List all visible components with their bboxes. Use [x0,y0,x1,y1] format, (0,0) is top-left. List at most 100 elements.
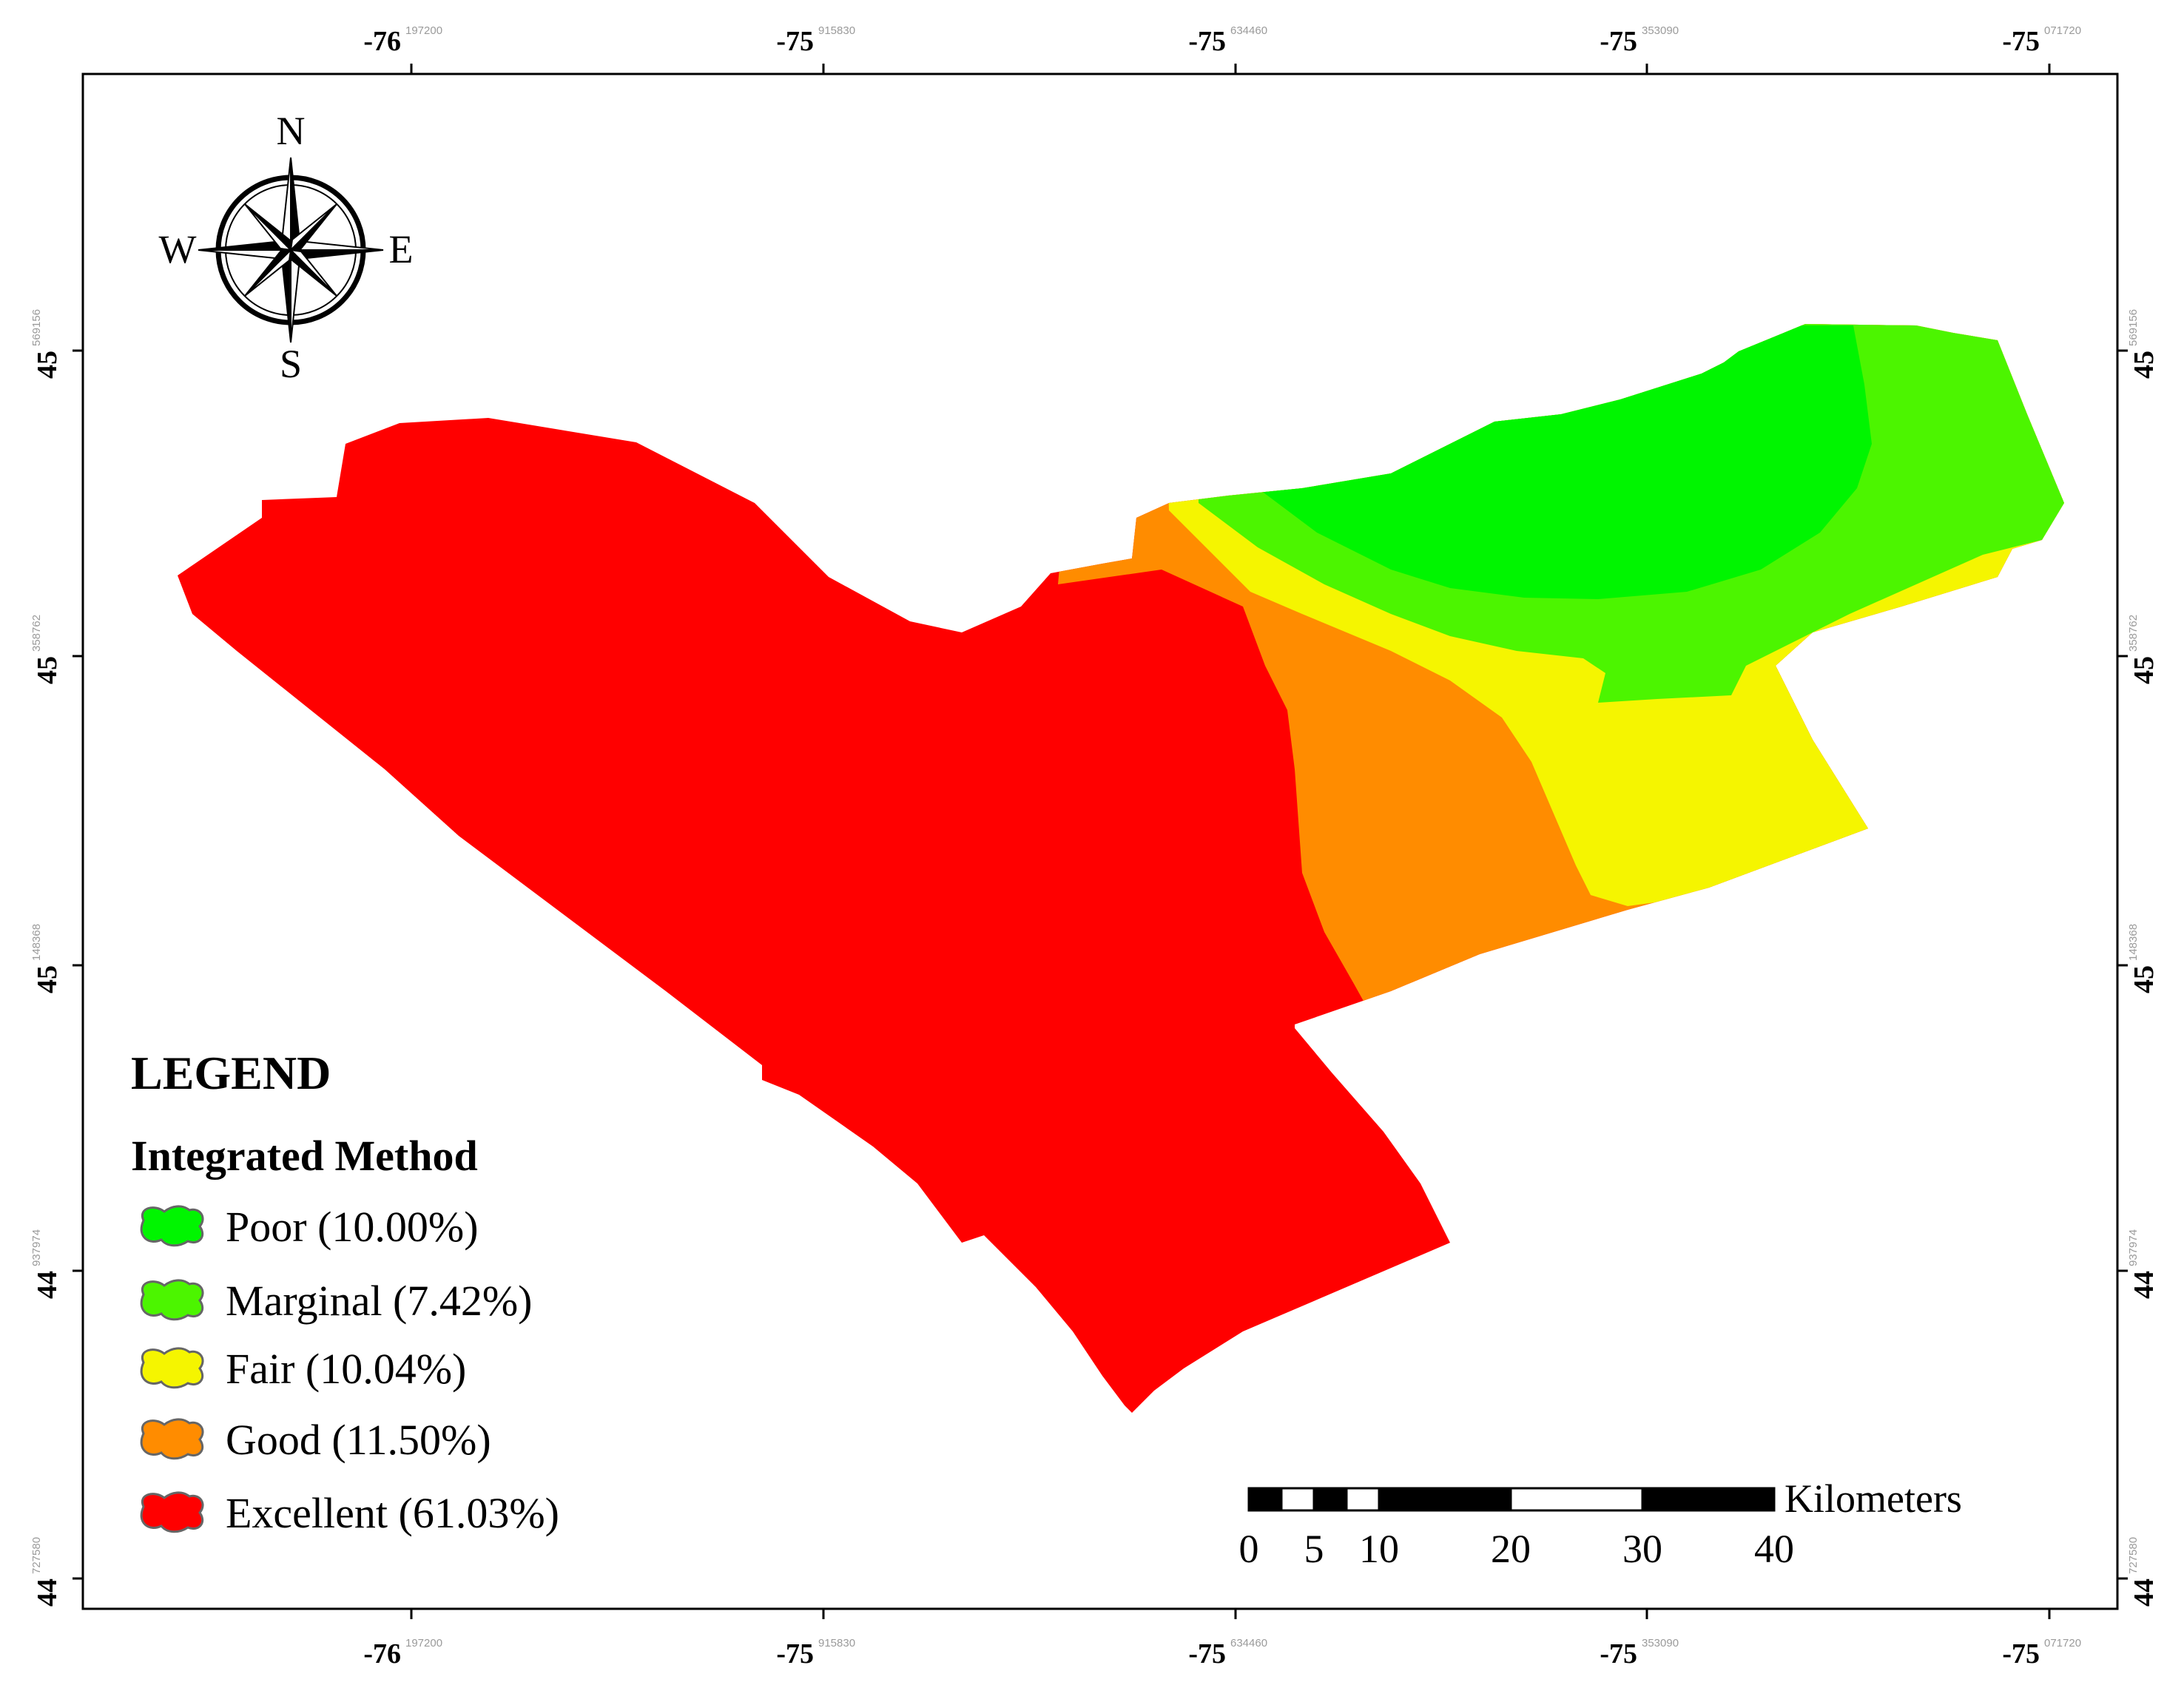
svg-text:-75: -75 [1600,1638,1637,1669]
legend-label: Poor (10.00%) [226,1203,479,1251]
legend-item-marginal: Marginal (7.42%) [140,1277,533,1325]
top-tick-label: -75 071720 [2002,24,2081,57]
svg-text:-75: -75 [1600,26,1637,57]
legend-label: Marginal (7.42%) [226,1277,533,1325]
legend-item-fair: Fair (10.04%) [140,1345,466,1393]
compass-south-label: S [280,342,302,386]
bottom-tick-label: -75 353090 [1600,1637,1679,1669]
scale-tick-label: 10 [1359,1527,1399,1571]
scale-bar: Kilometers 0 5 10 20 30 40 [1239,1476,1962,1571]
svg-text:-76: -76 [363,1638,401,1669]
legend-swatch [140,1279,204,1321]
svg-text:071720: 071720 [2044,1637,2081,1649]
svg-text:353090: 353090 [1642,24,1679,37]
bottom-tick-label: -76 197200 [363,1637,442,1669]
scale-tick-label: 0 [1239,1527,1259,1571]
bottom-tick-label: -75 915830 [776,1637,855,1669]
svg-text:937974: 937974 [2127,1229,2140,1266]
left-tick-label: 45 569156 [30,309,63,379]
legend-item-poor: Poor (10.00%) [140,1203,479,1251]
left-tick-label: 44 727580 [30,1537,63,1607]
compass-north-label: N [277,109,306,153]
legend-label: Good (11.50%) [226,1416,491,1464]
svg-text:634460: 634460 [1230,1637,1267,1649]
map-frame [81,72,2119,1610]
svg-text:727580: 727580 [2127,1537,2140,1574]
left-tick-label: 45 358762 [30,615,63,684]
scale-segment [1280,1487,1315,1512]
svg-text:44: 44 [2129,1578,2160,1607]
right-tick-labels: 45 569156 45 358762 45 148368 44 937974 44 72… [2127,309,2160,1607]
left-tick-label: 44 937974 [30,1229,63,1299]
frame-tick-marks [73,64,2128,1619]
top-tick-label: -75 353090 [1600,24,1679,57]
left-tick-labels: 45 569156 45 358762 45 148368 44 937974 44 72… [30,309,63,1607]
svg-text:45: 45 [32,965,63,993]
svg-text:148368: 148368 [30,924,43,961]
svg-text:148368: 148368 [2127,924,2140,961]
svg-text:727580: 727580 [30,1537,43,1574]
scale-segment [1642,1488,1774,1510]
legend-item-good: Good (11.50%) [140,1416,491,1464]
svg-text:44: 44 [32,1578,63,1607]
svg-text:569156: 569156 [30,309,43,346]
legend-label: Fair (10.04%) [226,1345,466,1393]
scale-tick-label: 30 [1622,1527,1662,1571]
svg-text:44: 44 [32,1271,63,1299]
scale-tick-label: 20 [1491,1527,1531,1571]
svg-text:569156: 569156 [2127,309,2140,346]
svg-text:937974: 937974 [30,1229,43,1266]
svg-text:358762: 358762 [2127,615,2140,652]
legend-swatch [140,1491,204,1533]
right-tick-label: 44 727580 [2127,1537,2160,1607]
scale-segment [1345,1487,1381,1512]
svg-text:358762: 358762 [30,615,43,652]
scale-unit-label: Kilometers [1784,1476,1962,1521]
top-tick-labels: -76 197200 -75 915830 -75 634460 -75 353090 … [363,24,2081,57]
svg-text:-75: -75 [1188,1638,1226,1669]
svg-text:-76: -76 [363,26,401,57]
svg-text:353090: 353090 [1642,1637,1679,1649]
north-arrow-icon [198,157,384,343]
svg-text:45: 45 [2129,656,2160,684]
bottom-tick-label: -75 634460 [1188,1637,1267,1669]
scale-tick-label: 5 [1304,1527,1324,1571]
right-tick-label: 44 937974 [2127,1229,2160,1299]
right-tick-label: 45 569156 [2127,309,2160,379]
svg-text:-75: -75 [776,26,814,57]
scale-tick-label: 40 [1754,1527,1794,1571]
map-legend: LEGEND Integrated Method Poor (10.00%) M… [131,1047,559,1537]
scale-outline [1247,1487,1776,1512]
svg-text:915830: 915830 [818,24,855,37]
top-tick-label: -75 915830 [776,24,855,57]
scale-segment [1509,1487,1644,1512]
svg-text:45: 45 [32,351,63,379]
compass-east-label: E [389,227,414,271]
svg-text:-75: -75 [1188,26,1226,57]
svg-text:197200: 197200 [405,1637,442,1649]
svg-text:45: 45 [32,656,63,684]
legend-title: LEGEND [131,1047,331,1099]
svg-text:-75: -75 [776,1638,814,1669]
svg-text:44: 44 [2129,1271,2160,1299]
svg-text:45: 45 [2129,965,2160,993]
scale-segment [1249,1488,1281,1510]
svg-text:-75: -75 [2002,26,2040,57]
right-tick-label: 45 148368 [2127,924,2160,993]
right-tick-label: 45 358762 [2127,615,2160,684]
svg-text:071720: 071720 [2044,24,2081,37]
bottom-tick-label: -75 071720 [2002,1637,2081,1669]
bottom-tick-labels: -76 197200 -75 915830 -75 634460 -75 353090 … [363,1637,2081,1669]
legend-subtitle: Integrated Method [131,1132,478,1180]
legend-swatch [140,1418,204,1460]
legend-swatch [140,1347,204,1389]
svg-text:634460: 634460 [1230,24,1267,37]
svg-text:-75: -75 [2002,1638,2040,1669]
svg-text:197200: 197200 [405,24,442,37]
legend-swatch [140,1205,204,1247]
left-tick-label: 45 148368 [30,924,63,993]
top-tick-label: -76 197200 [363,24,442,57]
legend-item-excellent: Excellent (61.03%) [140,1489,559,1537]
svg-text:915830: 915830 [818,1637,855,1649]
